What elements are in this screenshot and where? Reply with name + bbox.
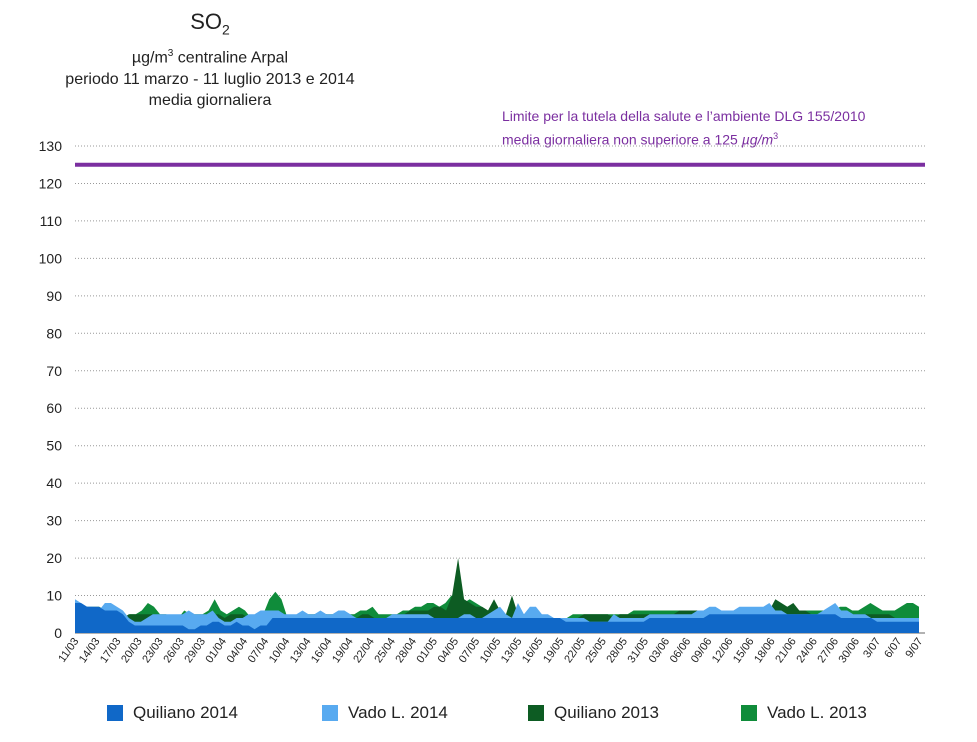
x-tick-label: 12/06 bbox=[710, 636, 736, 665]
x-tick-label: 22/05 bbox=[562, 636, 588, 665]
x-tick-label: 06/06 bbox=[668, 636, 694, 665]
legend-label: Vado L. 2014 bbox=[348, 703, 448, 722]
y-tick-label: 10 bbox=[46, 588, 62, 604]
y-tick-label: 60 bbox=[46, 400, 62, 416]
legend-swatch bbox=[107, 705, 123, 721]
y-tick-label: 90 bbox=[46, 288, 62, 304]
x-tick-label: 19/04 bbox=[330, 636, 356, 665]
y-axis: 0 10 20 30 40 50 60 70 80 90 100 110 120 130 bbox=[39, 138, 63, 641]
y-tick-label: 40 bbox=[46, 475, 62, 491]
y-tick-label: 130 bbox=[39, 138, 63, 154]
x-tick-label: 18/06 bbox=[752, 636, 778, 665]
x-tick-label: 30/06 bbox=[837, 636, 863, 665]
limit-annotation-unit-exponent: 3 bbox=[773, 131, 779, 141]
y-tick-label: 70 bbox=[46, 363, 62, 379]
chart-title: SO2 bbox=[30, 8, 390, 43]
x-tick-label: 28/05 bbox=[604, 636, 630, 665]
limit-annotation-line2: media giornaliera non superiore a 125 µg… bbox=[502, 126, 865, 150]
x-tick-label: 31/05 bbox=[626, 636, 652, 665]
y-tick-label: 80 bbox=[46, 325, 62, 341]
legend-item: Vado L. 2014 bbox=[322, 703, 448, 723]
x-tick-label: 23/03 bbox=[140, 636, 166, 665]
x-tick-label: 10/04 bbox=[267, 636, 293, 665]
x-tick-label: 24/06 bbox=[794, 636, 820, 665]
legend-swatch bbox=[322, 705, 338, 721]
x-tick-label: 25/05 bbox=[583, 636, 609, 665]
legend-item: Quiliano 2014 bbox=[107, 703, 238, 723]
chart-title-subscript: 2 bbox=[222, 21, 230, 38]
x-tick-label: 17/03 bbox=[98, 636, 124, 665]
x-tick-label: 25/04 bbox=[372, 636, 398, 665]
area-chart: 0 10 20 30 40 50 60 70 80 90 100 110 120 130 11/0314/… bbox=[39, 138, 926, 665]
x-tick-label: 21/06 bbox=[773, 636, 799, 665]
limit-annotation: Limite per la tutela della salute e l’am… bbox=[502, 106, 865, 150]
y-tick-label: 100 bbox=[39, 250, 63, 266]
x-tick-label: 6/07 bbox=[882, 636, 904, 660]
subtitle-unit-exponent: 3 bbox=[167, 48, 174, 60]
x-tick-label: 16/05 bbox=[520, 636, 546, 665]
y-tick-label: 120 bbox=[39, 175, 63, 191]
x-tick-label: 13/04 bbox=[288, 636, 314, 665]
x-tick-label: 09/06 bbox=[689, 636, 715, 665]
x-tick-label: 3/07 bbox=[861, 636, 883, 660]
x-tick-label: 15/06 bbox=[731, 636, 757, 665]
x-tick-label: 28/04 bbox=[393, 636, 419, 665]
x-tick-label: 10/05 bbox=[478, 636, 504, 665]
legend-label: Quiliano 2013 bbox=[554, 703, 659, 722]
x-tick-label: 01/04 bbox=[204, 636, 230, 665]
x-tick-label: 19/05 bbox=[541, 636, 567, 665]
x-tick-label: 13/05 bbox=[499, 636, 525, 665]
x-tick-label: 04/04 bbox=[225, 636, 251, 665]
chart-subtitle-units: µg/m3 centraline Arpal bbox=[30, 43, 390, 68]
legend-label: Vado L. 2013 bbox=[767, 703, 867, 722]
y-tick-label: 110 bbox=[40, 213, 63, 229]
legend-swatch bbox=[741, 705, 757, 721]
x-tick-label: 04/05 bbox=[436, 636, 462, 665]
legend-item: Quiliano 2013 bbox=[528, 703, 659, 723]
legend-swatch bbox=[528, 705, 544, 721]
x-tick-label: 03/06 bbox=[647, 636, 673, 665]
x-tick-label: 07/04 bbox=[246, 636, 272, 665]
subtitle-unit: µg/m bbox=[131, 49, 168, 67]
grid-lines bbox=[75, 145, 925, 634]
limit-annotation-unit: µg/m bbox=[741, 131, 774, 148]
chart-title-text: SO bbox=[190, 9, 222, 34]
x-tick-label: 14/03 bbox=[77, 636, 103, 665]
chart-title-block: SO2 µg/m3 centraline Arpal periodo 11 ma… bbox=[30, 8, 390, 111]
subtitle-stations: centraline Arpal bbox=[173, 49, 289, 67]
limit-annotation-text: media giornaliera non superiore a 125 bbox=[502, 131, 742, 148]
x-tick-label: 9/07 bbox=[903, 636, 925, 660]
chart-subtitle-aggregation: media giornaliera bbox=[148, 91, 272, 109]
limit-annotation-line1: Limite per la tutela della salute e l’am… bbox=[502, 108, 866, 124]
x-tick-label: 29/03 bbox=[182, 636, 208, 665]
x-axis: 11/0314/0317/0320/0323/0326/0329/0301/04… bbox=[56, 636, 925, 665]
series-area-quiliano-2014 bbox=[75, 603, 919, 633]
chart-legend: Quiliano 2014 Vado L. 2014 Quiliano 2013 Va… bbox=[0, 703, 977, 731]
y-tick-label: 50 bbox=[46, 438, 62, 454]
y-tick-label: 20 bbox=[46, 550, 62, 566]
x-tick-label: 07/05 bbox=[457, 636, 483, 665]
x-tick-label: 26/03 bbox=[161, 636, 187, 665]
x-tick-label: 27/06 bbox=[815, 636, 841, 665]
y-tick-label: 0 bbox=[54, 625, 62, 641]
legend-label: Quiliano 2014 bbox=[133, 703, 238, 722]
x-tick-label: 01/05 bbox=[415, 636, 441, 665]
x-tick-label: 20/03 bbox=[119, 636, 145, 665]
series-areas bbox=[75, 558, 919, 633]
chart-subtitle-period: periodo 11 marzo - 11 luglio 2013 e 2014 bbox=[65, 70, 355, 88]
x-tick-label: 16/04 bbox=[309, 636, 335, 665]
legend-item: Vado L. 2013 bbox=[741, 703, 867, 723]
x-tick-label: 22/04 bbox=[351, 636, 377, 665]
y-tick-label: 30 bbox=[46, 513, 62, 529]
